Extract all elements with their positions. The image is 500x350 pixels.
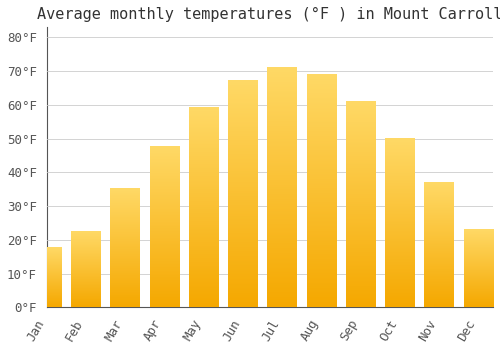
Bar [110, 189, 140, 307]
Bar [385, 139, 414, 307]
Title: Average monthly temperatures (°F ) in Mount Carroll: Average monthly temperatures (°F ) in Mo… [37, 7, 500, 22]
Bar [268, 68, 297, 307]
Bar [424, 182, 454, 307]
Bar [346, 102, 376, 307]
Bar [228, 81, 258, 307]
Bar [189, 108, 218, 307]
Bar [150, 147, 179, 307]
Bar [464, 230, 493, 307]
Bar [32, 248, 62, 307]
Bar [306, 75, 336, 307]
Bar [71, 231, 101, 307]
